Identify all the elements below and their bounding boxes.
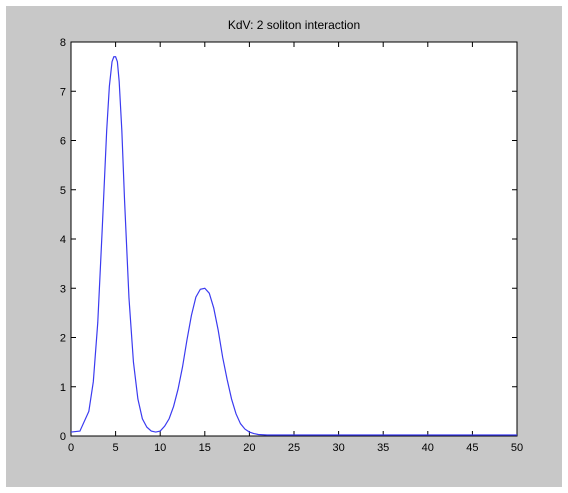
x-tick-label: 30 xyxy=(332,442,344,454)
x-tick-label: 15 xyxy=(199,442,211,454)
plot-area xyxy=(70,41,518,437)
x-tick-label: 50 xyxy=(511,442,523,454)
x-tick-label: 5 xyxy=(113,442,119,454)
y-tick-label: 0 xyxy=(60,431,66,443)
chart-title: KdV: 2 soliton interaction xyxy=(228,18,360,32)
y-tick-label: 4 xyxy=(60,234,66,246)
x-tick-label: 0 xyxy=(68,442,74,454)
y-tick-label: 6 xyxy=(60,136,66,148)
x-tick-label: 25 xyxy=(288,442,300,454)
y-tick-label: 3 xyxy=(60,283,66,295)
y-tick-label: 7 xyxy=(60,86,66,98)
x-tick-label: 20 xyxy=(243,442,255,454)
axis-ticks xyxy=(70,41,518,437)
x-tick-label: 40 xyxy=(422,442,434,454)
y-tick-label: 5 xyxy=(60,185,66,197)
y-tick-label: 2 xyxy=(60,333,66,345)
x-tick-label: 45 xyxy=(466,442,478,454)
y-tick-label: 1 xyxy=(60,382,66,394)
series-line xyxy=(70,56,517,436)
x-tick-label: 10 xyxy=(154,442,166,454)
y-tick-label: 8 xyxy=(60,37,66,49)
x-tick-label: 35 xyxy=(377,442,389,454)
